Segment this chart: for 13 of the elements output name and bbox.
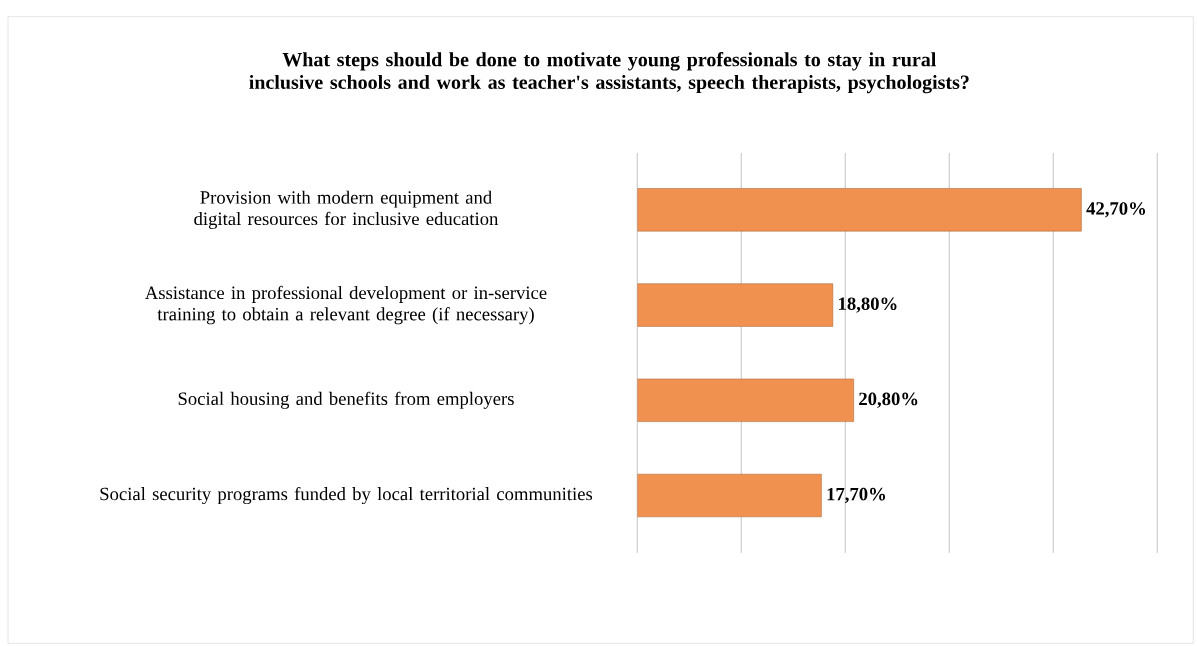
bar: [637, 283, 834, 327]
chart-title: What steps should be done to motivate young professionals to stay in rural inclusive schools and work as teacher's assistants, speech therapists, psychologists?: [249, 52, 969, 94]
y-tick-label: Social housing and benefits from employers: [178, 391, 514, 409]
y-tick-label: Social security programs funded by local territorial communities: [100, 486, 593, 505]
bar: [637, 188, 1082, 232]
data-label: 18,80%: [839, 297, 897, 313]
y-tick-label: Provision with modern equipment and digital resources for inclusive education: [194, 190, 499, 229]
data-label: 20,80%: [859, 392, 918, 408]
bar: [637, 473, 822, 518]
data-label: 42,70%: [1086, 202, 1146, 218]
data-label: 17,70%: [827, 487, 886, 504]
y-tick-label: Assistance in professional development or in-service training to obtain a relevant degree (if necessary): [145, 285, 547, 325]
bar: [637, 378, 854, 422]
